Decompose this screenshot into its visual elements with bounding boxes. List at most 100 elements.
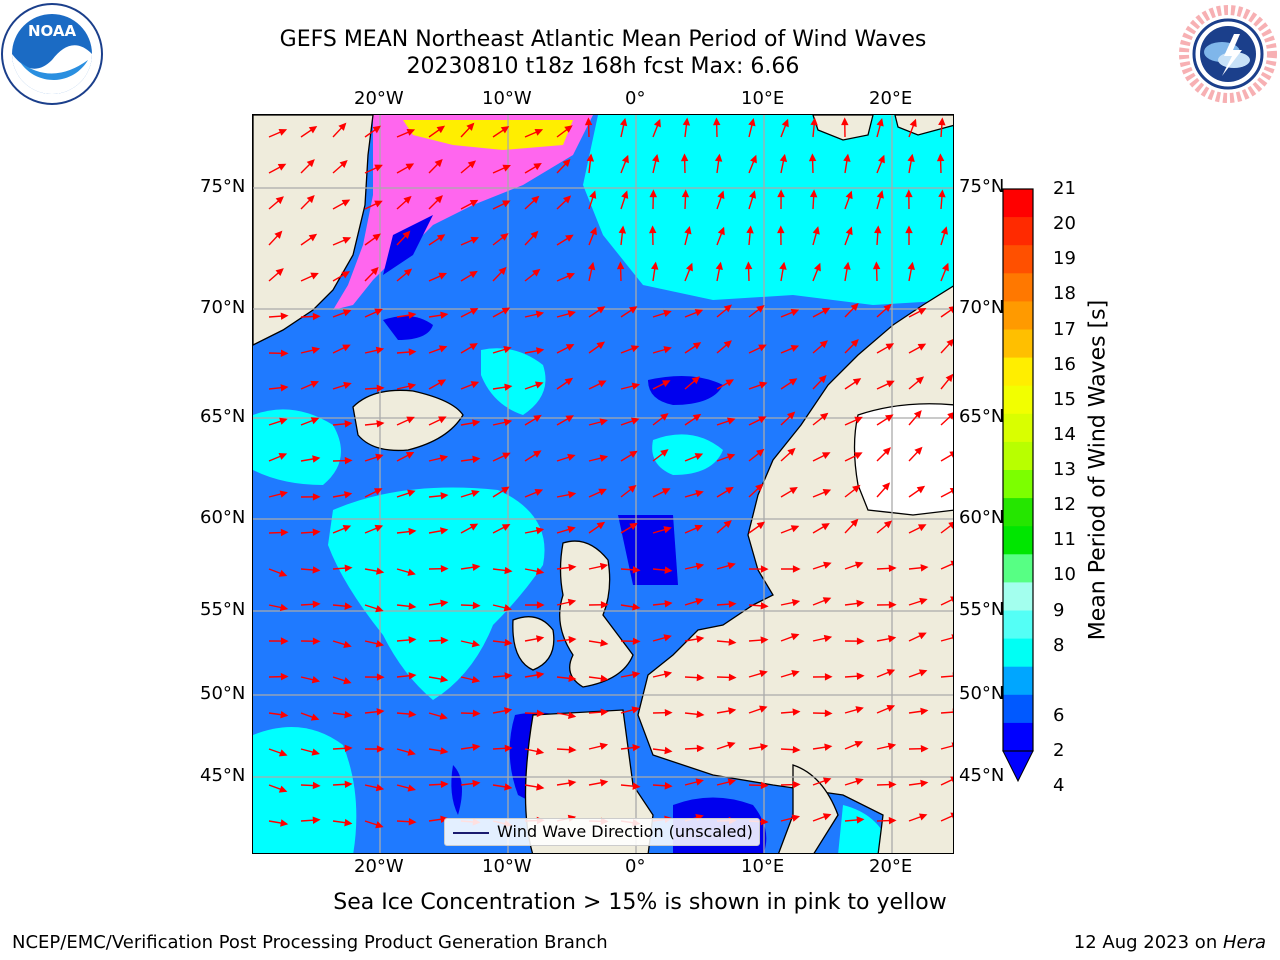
colorbar-band bbox=[1003, 638, 1033, 668]
wave-arrow-head bbox=[663, 634, 672, 642]
wave-arrow-head bbox=[440, 636, 449, 645]
wave-arrow-head bbox=[312, 816, 321, 824]
wave-arrow-head bbox=[755, 483, 764, 492]
wave-arrow-head bbox=[312, 566, 321, 574]
wave-arrow-head bbox=[342, 309, 352, 317]
lat-label-right: 55°N bbox=[959, 599, 1005, 620]
wave-arrow-head bbox=[632, 782, 641, 790]
wave-arrow-head bbox=[504, 638, 513, 647]
wave-arrow-head bbox=[810, 117, 818, 126]
wave-arrow-head bbox=[882, 447, 891, 456]
lon-label-bottom: 20°W bbox=[354, 856, 404, 877]
wave-arrow-head bbox=[535, 635, 545, 643]
wave-arrow-head bbox=[438, 345, 448, 353]
wave-arrow-head bbox=[686, 262, 693, 272]
nws-logo bbox=[1176, 2, 1280, 106]
lat-label-right: 70°N bbox=[959, 297, 1005, 318]
wave-arrow-head bbox=[681, 189, 690, 198]
wave-arrow-head bbox=[469, 523, 479, 531]
wave-arrow-head bbox=[600, 639, 609, 647]
wave-arrow-head bbox=[682, 117, 691, 126]
wave-arrow-head bbox=[936, 153, 945, 162]
wave-arrow-head bbox=[790, 525, 800, 533]
wave-arrow-head bbox=[407, 784, 416, 792]
wave-arrow-head bbox=[530, 230, 539, 239]
colorbar-tick-label: 9 bbox=[1053, 599, 1065, 621]
colorbar-extend-triangle bbox=[1002, 750, 1034, 783]
wave-arrow-head bbox=[279, 490, 288, 498]
wave-arrow-head bbox=[503, 707, 513, 715]
wave-arrow-head bbox=[310, 380, 319, 388]
wave-arrow-head bbox=[438, 272, 447, 280]
wave-arrow-head bbox=[920, 744, 929, 753]
wave-arrow-head bbox=[653, 118, 661, 128]
colorbar-tick-label: 15 bbox=[1053, 388, 1076, 410]
wave-arrow-head bbox=[808, 153, 817, 162]
wave-arrow-head bbox=[726, 453, 736, 461]
wave-arrow-head bbox=[598, 488, 607, 496]
wave-arrow-head bbox=[440, 311, 449, 319]
wave-arrow-head bbox=[888, 780, 897, 789]
wave-arrow-head bbox=[342, 344, 351, 352]
wave-arrow-head bbox=[472, 709, 481, 718]
wave-arrow-head bbox=[280, 384, 289, 392]
wave-arrow-head bbox=[375, 640, 385, 648]
wave-arrow-head bbox=[855, 706, 864, 714]
wave-arrow-head bbox=[850, 518, 859, 527]
wave-arrow-head bbox=[824, 709, 833, 717]
wave-arrow-head bbox=[376, 384, 385, 393]
wave-arrow-head bbox=[344, 780, 353, 789]
wave-arrow-shaft bbox=[940, 711, 953, 714]
wave-arrow-head bbox=[822, 777, 832, 785]
wave-arrow-head bbox=[535, 567, 545, 575]
wave-arrow-head bbox=[632, 566, 641, 574]
wave-arrow-head bbox=[790, 309, 800, 317]
wave-arrow-head bbox=[375, 821, 384, 829]
wave-arrow-head bbox=[563, 195, 572, 204]
wave-arrow-head bbox=[275, 268, 284, 276]
wave-arrow-head bbox=[856, 599, 865, 608]
chart-subtitle: 20230810 t18z 168h fcst Max: 6.66 bbox=[406, 54, 800, 79]
wave-arrow-head bbox=[504, 566, 513, 575]
wave-arrow-head bbox=[596, 341, 606, 350]
wave-arrow-head bbox=[692, 413, 702, 422]
lat-label-left: 60°N bbox=[200, 507, 246, 528]
wave-arrow-head bbox=[727, 778, 737, 786]
wave-arrow-head bbox=[918, 632, 927, 640]
wave-arrow-head bbox=[878, 154, 885, 164]
wave-arrow-head bbox=[945, 373, 953, 383]
wave-arrow-head bbox=[596, 521, 606, 530]
wave-arrow-head bbox=[855, 777, 864, 785]
wave-arrow-head bbox=[914, 446, 923, 455]
lat-label-left: 55°N bbox=[200, 599, 246, 620]
wave-arrow-head bbox=[843, 261, 851, 270]
wave-arrow-head bbox=[438, 416, 447, 424]
wave-arrow-head bbox=[596, 306, 606, 314]
colorbar-tick-label: 6 bbox=[1053, 704, 1065, 726]
wave-arrow-head bbox=[717, 226, 725, 236]
wave-arrow-head bbox=[695, 562, 705, 571]
wave-arrow-head bbox=[434, 195, 443, 204]
colorbar-tick-label: 11 bbox=[1053, 529, 1076, 551]
wave-arrow-head bbox=[536, 783, 545, 791]
wave-arrow-head bbox=[715, 261, 723, 271]
wave-arrow-head bbox=[374, 308, 383, 316]
wave-arrow-head bbox=[790, 633, 800, 641]
wave-arrow-shaft bbox=[940, 489, 953, 498]
lon-label-top: 10°W bbox=[482, 88, 532, 109]
wave-arrow-head bbox=[407, 489, 416, 497]
wave-arrow-head bbox=[950, 596, 953, 603]
colorbar-band bbox=[1003, 582, 1033, 611]
wave-arrow-head bbox=[501, 486, 510, 494]
wave-arrow-head bbox=[439, 454, 449, 462]
wave-arrow-head bbox=[372, 233, 381, 242]
wave-arrow-head bbox=[856, 637, 865, 645]
wave-arrow-head bbox=[631, 382, 641, 390]
colorbar-band bbox=[1003, 329, 1033, 359]
wave-arrow-head bbox=[344, 710, 353, 719]
colorbar-tick-label: 8 bbox=[1053, 634, 1065, 656]
graticule bbox=[253, 115, 953, 853]
wave-arrow-head bbox=[920, 707, 929, 716]
wave-arrow-head bbox=[756, 521, 766, 530]
wave-arrow-head bbox=[467, 160, 477, 169]
